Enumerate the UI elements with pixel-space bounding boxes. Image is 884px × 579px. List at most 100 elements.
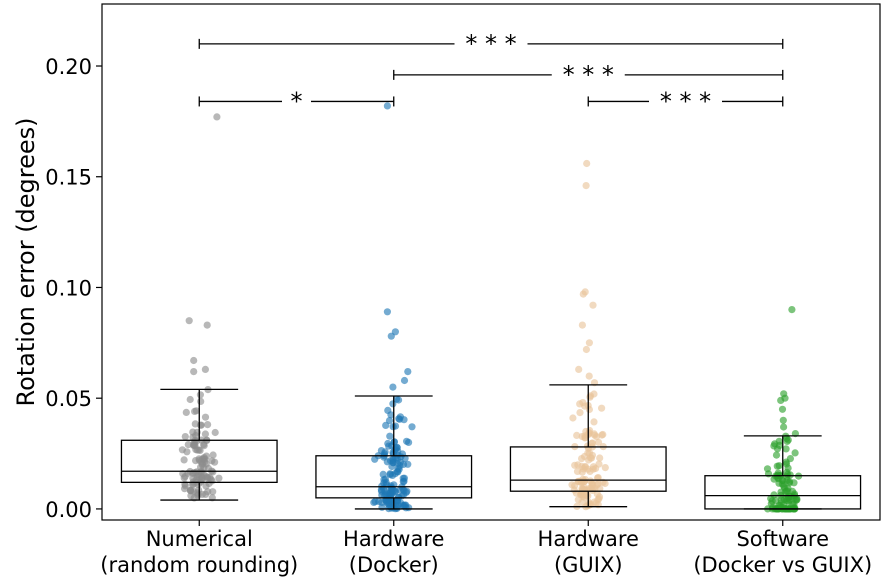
data-point: [779, 416, 787, 424]
data-point: [589, 301, 597, 309]
data-point: [386, 470, 394, 478]
data-point: [601, 464, 609, 472]
data-point: [408, 423, 416, 431]
data-point: [382, 421, 390, 429]
data-point: [583, 159, 591, 168]
data-point: [783, 437, 791, 445]
data-point: [594, 496, 602, 504]
x-tick-label-line2: (Docker): [349, 553, 439, 577]
data-point: [599, 430, 607, 439]
data-point: [784, 484, 792, 492]
significance-label: * * *: [465, 30, 516, 58]
box: [509, 446, 667, 492]
data-point: [379, 470, 387, 478]
significance-label: * * *: [563, 61, 614, 89]
data-point: [371, 455, 379, 463]
data-point: [389, 400, 397, 408]
data-point: [582, 182, 590, 190]
data-point: [204, 421, 212, 429]
data-point: [195, 455, 203, 463]
data-point: [371, 498, 379, 506]
data-point: [209, 451, 217, 459]
data-point: [203, 321, 211, 329]
data-point: [778, 405, 787, 413]
data-point: [201, 430, 209, 438]
data-point: [576, 400, 584, 408]
data-point: [191, 420, 199, 428]
data-point: [773, 445, 782, 453]
data-point: [393, 455, 402, 463]
data-point: [590, 430, 598, 438]
data-point: [181, 433, 189, 441]
data-point: [192, 407, 200, 415]
data-point: [576, 409, 584, 417]
data-point: [383, 458, 391, 466]
data-point: [204, 488, 212, 496]
data-point: [594, 438, 603, 446]
data-point: [186, 395, 194, 404]
x-tick-label-line2: (GUIX): [554, 553, 623, 577]
data-point: [387, 411, 395, 419]
data-point: [183, 448, 191, 456]
data-point: [389, 383, 397, 391]
x-axis: Numerical(random rounding)Hardware(Docke…: [100, 520, 872, 577]
data-point: [382, 490, 390, 499]
data-point: [770, 475, 778, 483]
data-point: [775, 462, 783, 470]
data-point: [190, 368, 198, 376]
data-point: [573, 431, 581, 439]
data-point: [775, 437, 783, 445]
data-point: [211, 428, 219, 437]
data-point: [782, 445, 790, 453]
x-tick-label-line1: Software: [736, 527, 829, 551]
data-point: [585, 339, 594, 347]
y-tick-label: 0.20: [45, 55, 92, 79]
data-point: [583, 502, 592, 510]
data-point: [598, 404, 606, 412]
data-point: [389, 487, 398, 495]
data-point: [399, 460, 408, 468]
data-point: [790, 479, 798, 487]
data-point: [783, 476, 791, 484]
data-point: [383, 102, 391, 110]
y-tick-label: 0.10: [45, 276, 92, 300]
data-point: [395, 465, 403, 473]
data-point: [184, 441, 192, 449]
data-point: [772, 496, 780, 504]
significance-label: *: [291, 87, 303, 115]
y-tick-label: 0.15: [45, 166, 92, 190]
box: [120, 439, 278, 484]
data-point: [580, 491, 588, 499]
data-point: [399, 474, 407, 482]
data-point: [581, 463, 589, 471]
significance-label: * * *: [660, 87, 711, 115]
data-point: [596, 454, 604, 462]
data-point: [593, 490, 601, 498]
box: [315, 455, 473, 499]
data-point: [201, 365, 209, 373]
data-point: [201, 413, 210, 421]
data-point: [405, 504, 413, 512]
data-point: [589, 463, 598, 471]
data-point: [772, 451, 781, 459]
data-point: [594, 474, 602, 482]
data-point: [381, 448, 389, 456]
x-tick-label-line1: Numerical: [146, 527, 253, 551]
data-point: [211, 458, 219, 466]
data-point: [393, 496, 401, 505]
significance-annotations: * * * * * * * * * *: [198, 30, 784, 115]
data-point: [575, 365, 583, 373]
data-point: [401, 454, 409, 462]
data-point: [775, 502, 783, 510]
data-point: [391, 422, 400, 430]
data-point: [581, 288, 589, 296]
data-point: [185, 317, 193, 325]
data-point: [782, 460, 791, 468]
data-point: [209, 468, 217, 476]
data-point: [573, 467, 582, 475]
box-layer: [120, 384, 862, 510]
data-point: [391, 328, 399, 336]
data-point: [404, 368, 412, 376]
data-point: [571, 461, 579, 469]
